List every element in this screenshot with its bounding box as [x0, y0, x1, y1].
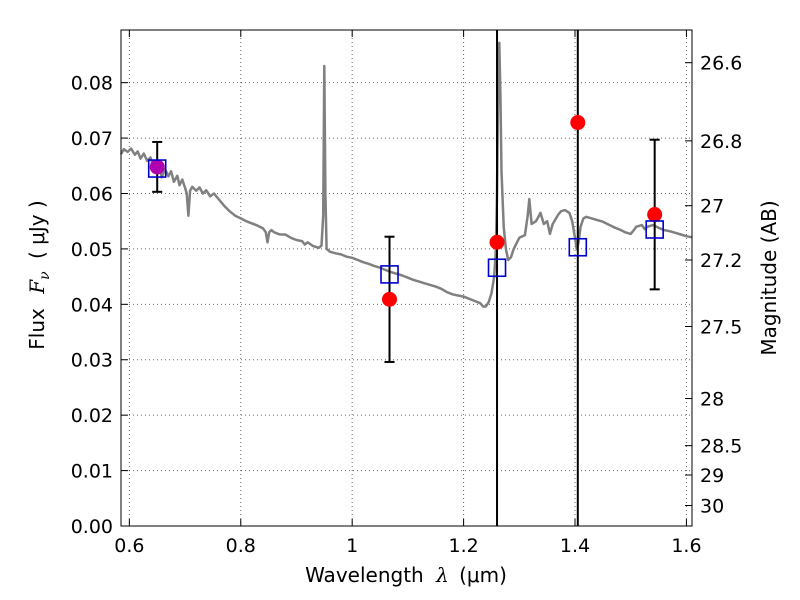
- spectrum-line: [119, 41, 693, 308]
- right-axis-label: Magnitude (AB): [757, 200, 781, 355]
- observed-point-2: [489, 234, 505, 250]
- observed-points: [149, 115, 663, 307]
- right-tick-label: 27.2: [700, 250, 742, 272]
- x-tick-label: 1.4: [560, 535, 590, 557]
- right-tick-label: 28: [700, 389, 724, 411]
- y-tick-label: 0.07: [71, 128, 113, 150]
- x-tick-label: 0.6: [114, 535, 144, 557]
- right-tick-label: 27: [700, 196, 724, 218]
- x-tick-label: 0.8: [226, 535, 256, 557]
- x-tick-label: 1.2: [448, 535, 478, 557]
- observed-point-1: [382, 291, 398, 307]
- right-tick-label: 26.8: [700, 131, 742, 153]
- x-tick-label: 1.6: [671, 535, 701, 557]
- observed-point-3: [570, 115, 586, 131]
- plot-frame: [120, 29, 693, 527]
- x-tick-label: 1: [346, 535, 358, 557]
- right-tick-label: 27.5: [700, 316, 742, 338]
- x-axis-label: Wavelength λ (μm): [305, 563, 507, 587]
- y-tick-label: 0.06: [71, 183, 113, 205]
- model-square-4: [645, 220, 664, 239]
- model-points: [147, 159, 664, 284]
- grid-lines: [121, 30, 692, 527]
- right-tick-label: 29: [700, 465, 724, 487]
- model-square-1: [380, 265, 399, 284]
- y-axis-label: Flux Fν ( μJy ): [25, 200, 54, 349]
- observed-point-0: [149, 159, 165, 175]
- y-tick-label: 0.00: [71, 516, 113, 538]
- y-tick-label: 0.03: [71, 350, 113, 372]
- right-tick-label: 26.6: [700, 53, 742, 75]
- y-tick-label: 0.05: [71, 239, 113, 261]
- model-square-3: [568, 237, 588, 257]
- svg-text:Magnitude (AB): Magnitude (AB): [757, 200, 781, 355]
- y-tick-label: 0.02: [71, 405, 113, 427]
- right-tick-label: 28.5: [700, 436, 742, 458]
- y-tick-label: 0.04: [71, 294, 113, 316]
- model-spectrum: [119, 41, 693, 308]
- right-tick-label: 30: [700, 495, 724, 517]
- svg-text:Flux Fν ( μJy ): Flux Fν ( μJy ): [25, 200, 54, 349]
- model-square-0: [147, 159, 167, 178]
- vertical-lines: [496, 30, 579, 526]
- y-tick-label: 0.01: [71, 461, 113, 483]
- error-bars: [152, 138, 660, 363]
- y-tick-label: 0.08: [71, 73, 113, 95]
- model-square-2: [487, 258, 507, 278]
- observed-point-4: [647, 207, 663, 223]
- axes: 0.6 0.8 1 1.2 1.4 1.6 0.00 0.01 0.02 0.03 0.04 0.05…: [71, 29, 742, 557]
